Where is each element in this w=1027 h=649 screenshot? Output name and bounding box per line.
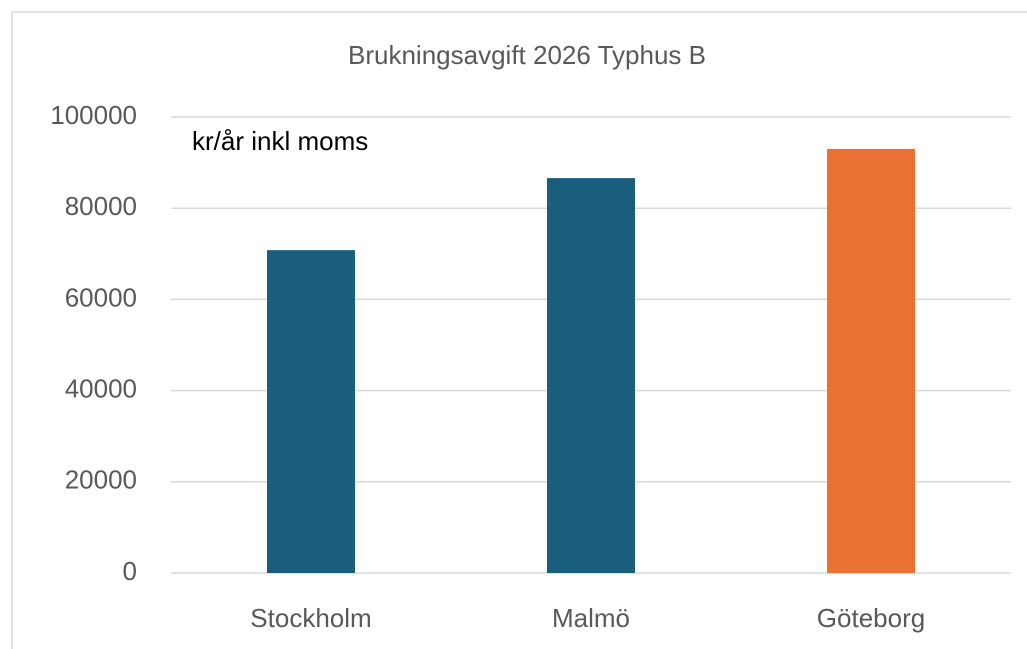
y-tick-label: 0 xyxy=(123,556,137,586)
x-tick-label: Malmö xyxy=(552,603,630,633)
annotation: kr/år inkl moms xyxy=(192,126,368,156)
x-tick-label: Stockholm xyxy=(250,603,371,633)
y-tick-label: 80000 xyxy=(65,191,137,221)
y-tick-label: 100000 xyxy=(50,100,137,130)
y-tick-label: 60000 xyxy=(65,282,137,312)
chart-title: Brukningsavgift 2026 Typhus B xyxy=(348,40,706,70)
bar xyxy=(547,178,635,573)
bar xyxy=(267,250,355,574)
y-tick-label: 20000 xyxy=(65,465,137,495)
y-tick-label: 40000 xyxy=(65,373,137,403)
x-tick-label: Göteborg xyxy=(817,603,925,633)
bar xyxy=(827,148,915,574)
